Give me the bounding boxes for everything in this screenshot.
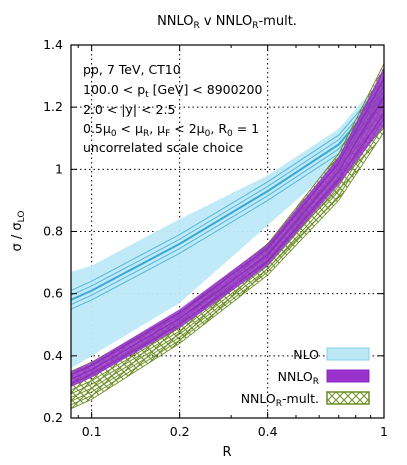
- nnlor-mult-line: [71, 131, 384, 410]
- chart-title: NNLOR v NNLOR-mult.: [157, 14, 297, 31]
- annotation-line-3: 2.0 < |y| < 2.5: [83, 102, 175, 117]
- nlo-central-line: [71, 90, 384, 301]
- grid: [71, 45, 384, 418]
- annotation-line-5: uncorrelated scale choice: [83, 140, 243, 155]
- y-tick-label: 1.2: [43, 99, 63, 114]
- legend: NLO NNLOR NNLOR-mult.: [241, 347, 370, 409]
- nlo-line: [71, 86, 384, 296]
- plot-frame: [70, 44, 385, 419]
- y-tick-label: 0.6: [43, 286, 63, 301]
- annotation-line-4: 0.5μ0 < μR, μF < 2μ0, R0 = 1: [83, 121, 259, 139]
- nnlor-line: [71, 78, 384, 376]
- y-tick-label: 1: [55, 161, 63, 176]
- annotation-line-2: 100.0 < pt [GeV] < 8900200: [83, 82, 262, 100]
- nnlor-mult-line: [71, 118, 384, 402]
- nnlor-line: [71, 113, 384, 385]
- x-tick-label: 1: [380, 424, 388, 439]
- y-tick-label: 0.4: [43, 348, 63, 363]
- y-tick-label: 1.4: [43, 37, 63, 52]
- y-tick-label: 0.8: [43, 224, 63, 239]
- plot-area: [71, 63, 384, 410]
- legend-swatch-nlo: [326, 347, 370, 361]
- legend-label-nnlor-mult: NNLOR-mult.: [241, 391, 319, 409]
- legend-label-nnlor: NNLOR: [278, 369, 319, 387]
- y-axis-label: σ / σLO: [10, 211, 27, 252]
- legend-swatch-nnlor: [326, 369, 370, 383]
- x-tick-label: 0.1: [82, 424, 102, 439]
- x-axis-label: R: [222, 445, 231, 460]
- legend-label-nlo: NLO: [293, 347, 319, 362]
- nlo-line: [71, 81, 384, 292]
- x-tick-label: 0.4: [258, 424, 278, 439]
- annotation-block: pp, 7 TeV, CT10 100.0 < pt [GeV] < 89002…: [83, 62, 262, 155]
- nnlor-line: [71, 95, 384, 380]
- x-tick-label: 0.2: [170, 424, 190, 439]
- legend-swatch-nnlor-mult: [326, 391, 370, 405]
- nnlor-mult-line: [71, 124, 384, 406]
- y-tick-label: 0.2: [43, 410, 63, 425]
- annotation-line-1: pp, 7 TeV, CT10: [83, 62, 181, 77]
- nlo-band: [71, 76, 384, 369]
